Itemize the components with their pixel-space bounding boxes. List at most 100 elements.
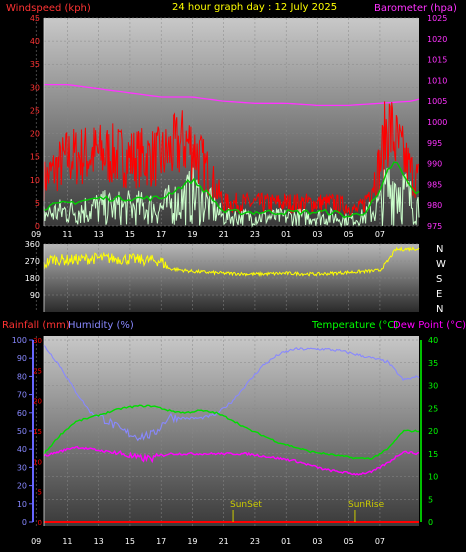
time-tick-label: 09 xyxy=(31,230,41,239)
time-tick-label: 09 xyxy=(31,537,41,546)
wind-tick-label: 35 xyxy=(30,60,40,69)
rain-tick-label: 5 xyxy=(38,489,42,497)
wind-axis-label: Windspeed (kph) xyxy=(6,3,91,14)
temp-tick-label: 0 xyxy=(428,518,433,527)
time-tick-label: 23 xyxy=(250,230,260,239)
baro-tick-label: 1025 xyxy=(427,14,447,23)
rain-tick-label: 30 xyxy=(33,337,42,345)
temp-tick-label: 25 xyxy=(428,404,438,413)
wind-tick-label: 5 xyxy=(35,199,40,208)
humidity-tick-label: 0 xyxy=(22,518,27,527)
temp-tick-label: 35 xyxy=(428,359,438,368)
baro-tick-label: 1000 xyxy=(427,118,447,127)
wind-tick-label: 20 xyxy=(30,130,40,139)
wind-tick-label: 30 xyxy=(30,83,40,92)
rainfall-axis-label: Rainfall (mm) xyxy=(2,320,70,331)
direction-tick-label: 270 xyxy=(25,257,40,266)
sunset-label: SunSet xyxy=(230,500,262,510)
baro-tick-label: 985 xyxy=(427,180,442,189)
temperature-line xyxy=(43,404,420,460)
rain-tick-label: 20 xyxy=(33,398,42,406)
dewpoint-axis-label: Dew Point (°C) xyxy=(393,320,466,331)
baro-tick-label: 1020 xyxy=(427,35,447,44)
compass-label: N xyxy=(436,304,443,315)
time-tick-label: 05 xyxy=(344,537,354,546)
direction-grid xyxy=(35,243,419,312)
rain-tick-label: 25 xyxy=(33,367,42,375)
time-tick-label: 11 xyxy=(62,230,72,239)
wind-speed-line xyxy=(43,167,420,228)
temp-series xyxy=(43,344,420,523)
wind-tick-label: 15 xyxy=(30,153,40,162)
humidity-tick-label: 70 xyxy=(17,391,27,400)
direction-line xyxy=(43,246,420,277)
baro-tick-label: 990 xyxy=(427,160,442,169)
direction-series xyxy=(43,246,420,277)
wind-average-line xyxy=(43,161,420,219)
temp-tick-label: 20 xyxy=(428,427,438,436)
time-tick-label: 05 xyxy=(344,230,354,239)
time-tick-label: 17 xyxy=(156,230,166,239)
dewpoint-line xyxy=(43,445,420,476)
humidity-tick-label: 30 xyxy=(17,463,27,472)
temperature-axis-label: Temperature (°C) xyxy=(311,320,398,331)
temp-tick-label: 15 xyxy=(428,450,438,459)
humidity-tick-label: 20 xyxy=(17,482,27,491)
baro-tick-label: 975 xyxy=(427,222,442,231)
axes: 0510152025303540459759809859909951000100… xyxy=(12,14,448,546)
wind-tick-label: 10 xyxy=(30,176,40,185)
sunrise-label: SunRise xyxy=(348,500,385,510)
time-tick-label: 03 xyxy=(312,537,322,546)
humidity-tick-label: 60 xyxy=(17,409,27,418)
compass-label: N xyxy=(436,244,443,255)
time-tick-label: 19 xyxy=(187,230,197,239)
barometer-line xyxy=(44,83,420,107)
temp-tick-label: 5 xyxy=(428,495,433,504)
time-tick-label: 15 xyxy=(125,230,135,239)
direction-tick-label: 180 xyxy=(25,274,40,283)
humidity-tick-label: 50 xyxy=(17,427,27,436)
time-tick-label: 19 xyxy=(187,537,197,546)
baro-tick-label: 1005 xyxy=(427,97,447,106)
time-tick-label: 13 xyxy=(94,537,104,546)
baro-tick-label: 995 xyxy=(427,139,442,148)
wind-plot-area xyxy=(44,18,419,226)
time-tick-label: 01 xyxy=(281,230,291,239)
time-tick-label: 11 xyxy=(62,537,72,546)
time-tick-label: 21 xyxy=(219,230,229,239)
time-tick-label: 07 xyxy=(375,537,385,546)
baro-tick-label: 1010 xyxy=(427,76,447,85)
wind-tick-label: 25 xyxy=(30,106,40,115)
baro-tick-label: 1015 xyxy=(427,56,447,65)
wind-tick-label: 40 xyxy=(30,37,40,46)
time-tick-label: 15 xyxy=(125,537,135,546)
time-tick-label: 17 xyxy=(156,537,166,546)
time-tick-label: 01 xyxy=(281,537,291,546)
time-tick-label: 13 xyxy=(94,230,104,239)
compass-label: S xyxy=(436,274,442,285)
humidity-axis-label: Humidity (%) xyxy=(68,320,134,331)
rain-tick-label: 10 xyxy=(33,458,42,466)
compass-label: E xyxy=(436,289,442,300)
humidity-tick-label: 80 xyxy=(17,372,27,381)
temp-tick-label: 30 xyxy=(428,382,438,391)
wind-tick-label: 45 xyxy=(30,14,40,23)
humidity-line xyxy=(43,344,420,442)
humidity-tick-label: 40 xyxy=(17,445,27,454)
time-tick-label: 23 xyxy=(250,537,260,546)
temp-tick-label: 40 xyxy=(428,336,438,345)
humidity-tick-label: 90 xyxy=(17,354,27,363)
rain-tick-label: 15 xyxy=(33,428,42,436)
chart-title: 24 hour graph day : 12 July 2025 xyxy=(172,2,337,13)
temp-tick-label: 10 xyxy=(428,473,438,482)
rain-tick-label: 0 xyxy=(38,519,42,527)
barometer-axis-label: Barometer (hpa) xyxy=(374,3,457,14)
humidity-tick-label: 10 xyxy=(17,500,27,509)
time-tick-label: 21 xyxy=(219,537,229,546)
time-tick-label: 03 xyxy=(312,230,322,239)
wind-series xyxy=(43,83,420,228)
baro-tick-label: 980 xyxy=(427,201,442,210)
direction-tick-label: 90 xyxy=(30,291,40,300)
wind-tick-label: 0 xyxy=(35,222,40,231)
